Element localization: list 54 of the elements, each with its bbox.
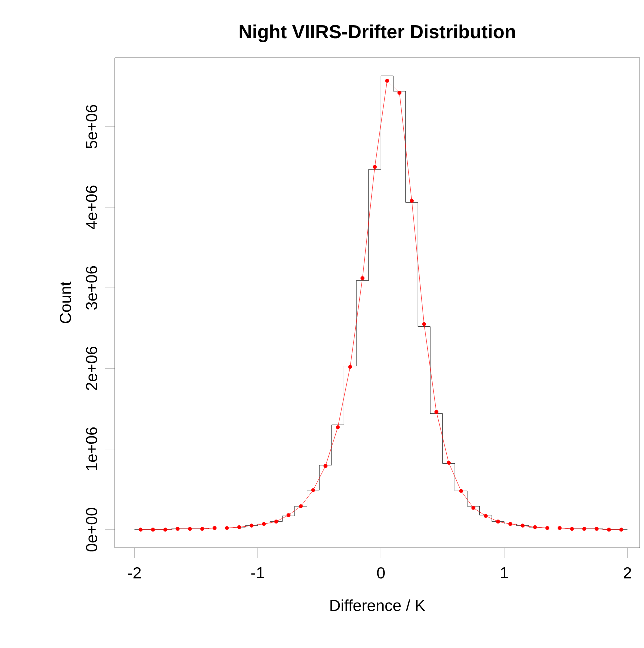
x-axis-title: Difference / K <box>330 600 426 612</box>
chart-title: Night VIIRS-Drifter Distribution <box>240 24 516 42</box>
point <box>188 527 192 532</box>
point <box>620 528 624 532</box>
point <box>582 527 587 532</box>
point <box>398 91 402 96</box>
x-tick-label: 1 <box>501 568 508 578</box>
point <box>360 276 365 280</box>
y-tick-label: 0e+00 <box>86 508 98 552</box>
x-tick-label: 0 <box>377 568 386 579</box>
point <box>225 526 230 530</box>
point <box>200 527 204 532</box>
y-tick-label: 4e+06 <box>86 186 98 230</box>
point <box>348 365 352 370</box>
point <box>138 528 143 532</box>
point <box>410 199 414 204</box>
point <box>324 464 328 468</box>
y-tick-label: 1e+06 <box>86 428 98 470</box>
point <box>558 526 562 530</box>
point <box>274 520 278 524</box>
point <box>472 506 476 510</box>
point <box>286 513 291 518</box>
x-tick-label: 2 <box>624 568 632 579</box>
y-axis-title: Count <box>60 282 72 324</box>
point <box>533 525 538 530</box>
point <box>176 527 180 532</box>
point <box>422 322 426 326</box>
point <box>570 527 574 532</box>
point <box>336 426 340 430</box>
x-tick-label: -1 <box>252 568 264 578</box>
point <box>496 520 500 524</box>
point <box>546 526 550 530</box>
y-tick-label: 2e+06 <box>86 347 98 390</box>
point <box>299 504 304 508</box>
point <box>212 526 217 530</box>
point <box>373 165 378 170</box>
point <box>508 522 513 526</box>
point <box>594 527 599 532</box>
point <box>250 524 254 528</box>
point <box>484 514 488 518</box>
point <box>311 488 316 492</box>
point <box>446 460 451 465</box>
point <box>385 78 390 83</box>
point <box>520 524 525 528</box>
y-tick-label: 3e+06 <box>86 266 98 310</box>
y-tick-label: 5e+06 <box>86 105 98 149</box>
point <box>151 528 156 532</box>
x-tick-label: -2 <box>128 568 142 579</box>
point <box>262 522 266 526</box>
point <box>164 528 168 532</box>
point <box>237 525 242 530</box>
point <box>607 528 612 532</box>
point <box>459 489 464 494</box>
point <box>434 410 439 414</box>
